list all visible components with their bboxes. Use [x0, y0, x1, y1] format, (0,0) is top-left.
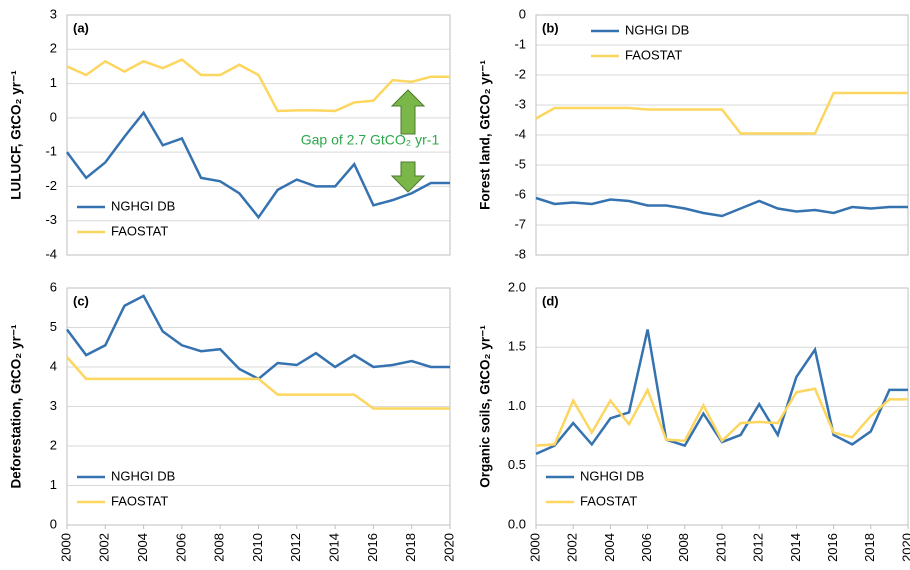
y-axis-label: Deforestation, GtCO₂ yr⁻¹	[9, 324, 24, 488]
y-tick-label: -2	[45, 178, 57, 193]
x-tick-label: 2000	[58, 533, 73, 562]
y-tick-label: -6	[514, 186, 526, 201]
x-tick-label: 2006	[173, 533, 188, 562]
y-tick-label: 0	[519, 6, 526, 21]
y-tick-label: -2	[514, 66, 526, 81]
y-axis-label: Organic soils, GtCO₂ yr⁻¹	[478, 325, 493, 488]
x-tick-label: 2000	[527, 533, 542, 562]
y-tick-label: -4	[514, 126, 526, 141]
x-tick-label: 2002	[97, 533, 112, 562]
y-tick-label: 6	[50, 279, 57, 294]
legend-label: NGHGI DB	[111, 198, 175, 213]
y-axis-label: Forest land, GtCO₂ yr⁻¹	[478, 60, 493, 210]
y-tick-label: 0	[50, 109, 57, 124]
x-tick-label: 2020	[899, 533, 910, 562]
y-tick-label: -1	[514, 36, 526, 51]
series-line	[535, 329, 908, 456]
legend-label: NGHGI DB	[580, 468, 644, 483]
y-tick-label: -3	[514, 96, 526, 111]
y-tick-label: 3	[50, 398, 57, 413]
plot-frame	[535, 14, 909, 256]
y-tick-label: 2	[50, 41, 57, 56]
y-axis-label: LULUCF, GtCO₂ yr⁻¹	[9, 70, 24, 200]
x-tick-label: 2002	[565, 533, 580, 562]
series-line	[65, 110, 450, 220]
x-tick-label: 2018	[862, 533, 877, 562]
x-tick-label: 2012	[288, 533, 303, 562]
panel-label: (b)	[542, 20, 559, 35]
series-line	[535, 91, 908, 135]
x-tick-label: 2016	[825, 533, 840, 562]
y-tick-label: 0.5	[508, 457, 526, 472]
y-tick-label: 1.5	[508, 339, 526, 354]
series-line	[535, 196, 908, 218]
annotation: Gap of 2.7 GtCO₂ yr-1	[301, 132, 440, 148]
y-tick-label: 2.0	[508, 279, 526, 294]
legend-label: FAOSTAT	[580, 493, 637, 508]
x-tick-label: 2008	[212, 533, 227, 562]
plot-frame	[66, 14, 451, 256]
legend-label: FAOSTAT	[111, 493, 168, 508]
x-tick-label: 2004	[602, 533, 617, 562]
y-tick-label: -4	[45, 246, 57, 261]
x-tick-label: 2010	[713, 533, 728, 562]
y-tick-label: 0.0	[508, 516, 526, 531]
y-tick-label: -3	[45, 212, 57, 227]
down-arrow	[390, 161, 426, 193]
y-tick-label: 4	[50, 358, 57, 373]
x-tick-label: 2008	[676, 533, 691, 562]
x-tick-label: 2014	[788, 533, 803, 562]
x-tick-label: 2018	[403, 533, 418, 562]
legend-label: FAOSTAT	[111, 223, 168, 238]
y-tick-label: 5	[50, 319, 57, 334]
gap-arrows	[390, 89, 426, 193]
x-tick-label: 2006	[639, 533, 654, 562]
legend-label: NGHGI DB	[625, 22, 689, 37]
x-tick-label: 2004	[135, 533, 150, 562]
x-tick-label: 2014	[327, 533, 342, 562]
panel-label: (d)	[542, 293, 559, 308]
y-tick-label: 1	[50, 75, 57, 90]
y-tick-label: -1	[45, 144, 57, 159]
panel-label: (a)	[73, 20, 89, 35]
y-tick-label: -5	[514, 156, 526, 171]
up-arrow	[390, 89, 426, 135]
y-tick-label: 0	[50, 516, 57, 531]
y-tick-label: 2	[50, 437, 57, 452]
y-tick-label: -7	[514, 216, 526, 231]
series-line	[65, 294, 450, 381]
y-tick-label: 1	[50, 477, 57, 492]
y-tick-label: 3	[50, 6, 57, 21]
legend-label: FAOSTAT	[625, 47, 682, 62]
y-tick-label: 1.0	[508, 398, 526, 413]
x-tick-label: 2012	[751, 533, 766, 562]
series-line	[535, 386, 908, 447]
legend-label: NGHGI DB	[111, 468, 175, 483]
x-tick-label: 2016	[365, 533, 380, 562]
series-line	[66, 356, 450, 410]
x-tick-label: 2020	[441, 533, 456, 562]
series-line	[66, 58, 450, 113]
y-tick-label: -8	[514, 246, 526, 261]
panel-label: (c)	[73, 293, 89, 308]
x-tick-label: 2010	[250, 533, 265, 562]
